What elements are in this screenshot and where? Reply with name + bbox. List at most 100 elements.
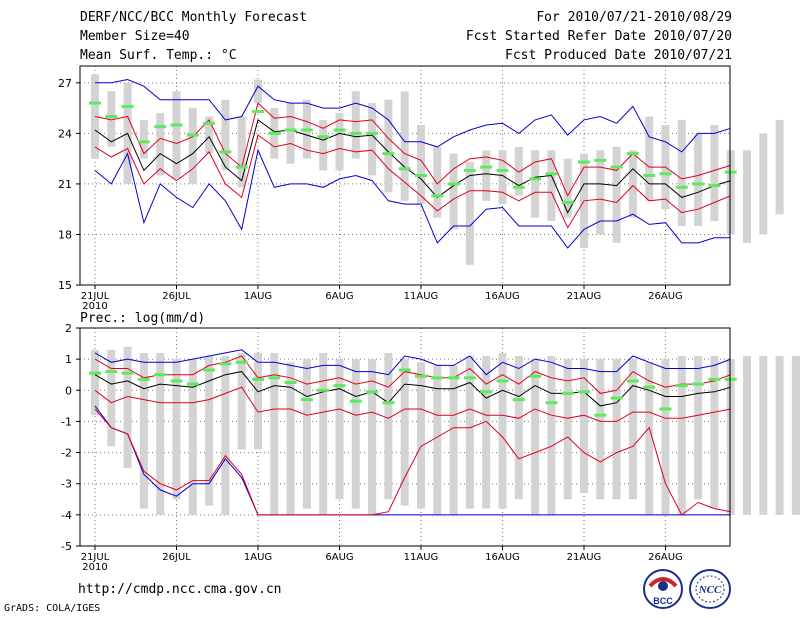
source-url[interactable]: http://cmdp.ncc.cma.gov.cn [78, 582, 282, 597]
ensemble-box [172, 91, 181, 179]
ensemble-box [547, 356, 556, 515]
year-label: 2010 [82, 562, 107, 573]
member-size-label: Member Size=40 [80, 29, 190, 44]
ensemble-box [302, 359, 311, 509]
ensemble-box [791, 356, 800, 515]
ensemble-box [286, 103, 295, 164]
ensemble-box [775, 356, 784, 515]
ensemble-box [580, 359, 588, 494]
x-tick-label: 16AUG [485, 291, 520, 302]
ensemble-box [139, 119, 148, 159]
ensemble-box [465, 356, 474, 509]
ensemble-box [482, 356, 491, 509]
ensemble-box [612, 359, 621, 500]
ensemble-box [139, 352, 148, 509]
x-tick-label: 21JUL [81, 291, 110, 302]
ensemble-box [188, 359, 197, 515]
ensemble-box [351, 91, 360, 159]
ensemble-mean-line [94, 119, 731, 214]
ensemble-box [237, 352, 246, 450]
plot-frame [79, 65, 731, 286]
ensemble-box [221, 99, 230, 171]
ensemble-box [400, 91, 409, 201]
ensemble-box [384, 352, 393, 500]
x-tick-label: 26AUG [648, 552, 683, 563]
ensemble-box [759, 133, 768, 235]
y-tick-label: 18 [58, 228, 72, 241]
ensemble-box [188, 108, 197, 184]
x-tick-label: 6AUG [325, 291, 353, 302]
ensemble-box [172, 359, 181, 500]
x-tick-label: 1AUG [244, 291, 272, 302]
x-tick-label: 26JUL [162, 552, 191, 563]
ensemble-box [335, 359, 344, 500]
ensemble-box [677, 356, 686, 515]
ensemble-box [449, 365, 458, 515]
ensemble-box [400, 359, 409, 506]
upper-sd-line [94, 355, 731, 394]
y-tick-label: 2 [65, 322, 72, 335]
ensemble-box [205, 356, 214, 506]
bcc-logo: BCC [643, 569, 683, 609]
x-tick-label: 26AUG [648, 291, 683, 302]
ensemble-box [514, 356, 523, 500]
min-line [94, 405, 731, 516]
panel-precipitation: -5 -4 -3 -2 -1 0 1 2 21JUL 26JUL 1AUG 6AUG 11AUG 16AU… [61, 322, 800, 573]
ensemble-box [417, 362, 425, 509]
ensemble-box [759, 356, 768, 515]
ensemble-box [710, 124, 719, 221]
ensemble-box [384, 99, 393, 193]
ensemble-box [319, 352, 328, 515]
y-tick-label: -2 [61, 447, 72, 460]
started-date-label: Fcst Started Refer Date 2010/07/20 [465, 29, 732, 44]
ensemble-box [531, 359, 540, 515]
min-line [94, 148, 731, 249]
ensemble-mean-line [94, 371, 731, 407]
ensemble-box [335, 113, 344, 171]
y-tick-label: 15 [58, 279, 72, 292]
ensemble-box [286, 362, 295, 515]
grads-credit: GrADS: COLA/IGES [4, 603, 101, 614]
chart-title: DERF/NCC/BCC Monthly Forecast [80, 10, 307, 25]
ensemble-box [710, 356, 719, 509]
bcc-logo-text: BCC [653, 596, 673, 606]
ensemble-box [156, 352, 165, 515]
x-tick-label: 21AUG [567, 552, 602, 563]
lower-extreme-sd-line [94, 408, 731, 516]
y-tick-label: 27 [58, 77, 72, 90]
ncc-logo: NCC [689, 569, 731, 609]
ensemble-box [514, 146, 523, 196]
ensemble-box [547, 150, 556, 221]
lower-sd-line [94, 386, 731, 422]
ensemble-box [498, 150, 507, 205]
ensemble-box [107, 349, 116, 447]
y-tick-label: -5 [61, 540, 72, 553]
plot-frame [79, 327, 731, 547]
panel-temperature: 15 18 21 24 27 21JUL 26JUL 1AUG 6AUG 11AUG 16AUG 21… [58, 65, 784, 312]
ensemble-box [661, 359, 670, 515]
x-tick-label: 1AUG [244, 552, 272, 563]
x-tick-label: 11AUG [404, 291, 439, 302]
ensemble-box [270, 352, 279, 515]
ensemble-box [351, 359, 360, 509]
ensemble-box [677, 119, 686, 227]
x-tick-label: 16AUG [485, 552, 520, 563]
x-tick-label: 26JUL [162, 291, 191, 302]
ensemble-box [694, 356, 703, 500]
precip-panel-title: Prec.: log(mm/d) [80, 311, 206, 326]
ensemble-box [107, 91, 116, 147]
ensemble-box [596, 359, 605, 500]
ensemble-box [563, 158, 572, 218]
y-tick-label: 21 [58, 178, 72, 191]
upper-sd-line [94, 102, 731, 197]
lower-sd-line [94, 134, 731, 229]
ensemble-box [628, 150, 637, 218]
ensemble-box [417, 124, 425, 205]
ensemble-box [645, 362, 654, 515]
ensemble-box [254, 352, 262, 450]
ensemble-box [498, 352, 507, 509]
ensemble-box [743, 150, 751, 243]
ensemble-box [612, 146, 621, 243]
x-tick-label: 21JUL [81, 552, 110, 563]
ensemble-box [205, 116, 214, 154]
